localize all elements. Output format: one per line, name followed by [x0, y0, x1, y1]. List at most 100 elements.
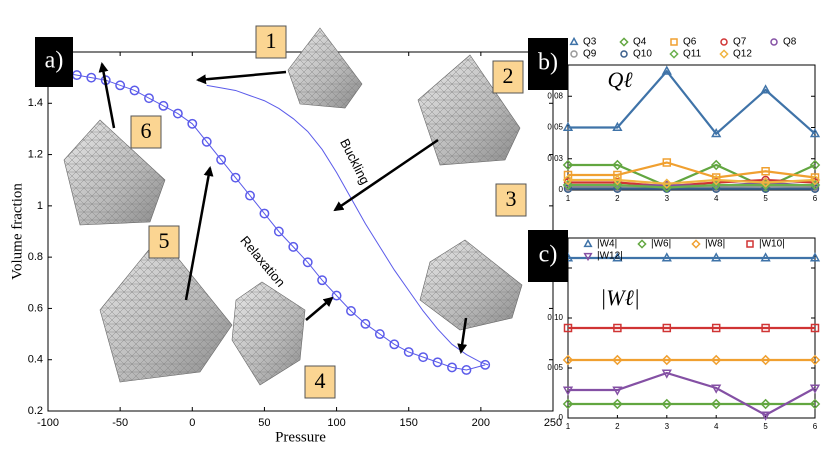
- y-axis-label: Volume fraction: [9, 183, 25, 280]
- number-label: 6: [141, 118, 152, 143]
- marker: [662, 323, 672, 333]
- x-tick-label: 100: [327, 417, 345, 429]
- marker: [612, 121, 623, 132]
- legend-label[interactable]: Q4: [633, 37, 647, 48]
- marker: [562, 386, 574, 396]
- marker: [710, 179, 722, 191]
- legend-label[interactable]: |W10|: [759, 239, 785, 250]
- x-axis-label: Pressure: [275, 429, 326, 445]
- legend-marker: [583, 252, 593, 262]
- marker: [273, 226, 284, 237]
- marker: [403, 347, 414, 357]
- curve-label: Relaxation: [237, 233, 288, 290]
- legend-marker: [570, 50, 578, 58]
- x-tick-label: 6: [813, 194, 818, 203]
- marker: [809, 398, 821, 410]
- marker: [760, 354, 771, 366]
- legend-label[interactable]: |W6|: [651, 239, 671, 250]
- marker: [661, 354, 673, 366]
- legend-label[interactable]: |W12|: [597, 251, 623, 262]
- marker: [661, 369, 672, 379]
- inset-shape: [419, 239, 523, 331]
- marker: [129, 85, 140, 96]
- number-box: [148, 225, 180, 259]
- marker: [562, 398, 574, 410]
- x-tick-label: 2: [615, 194, 620, 203]
- marker: [809, 174, 821, 186]
- x-tick-label: 6: [813, 422, 818, 431]
- marker: [245, 190, 255, 201]
- legend-label[interactable]: Q8: [783, 37, 797, 48]
- marker: [711, 252, 722, 262]
- legend-label[interactable]: Q11: [683, 49, 702, 60]
- marker: [612, 159, 623, 171]
- x-tick-label: 5: [763, 422, 768, 431]
- legend-label[interactable]: Q7: [733, 37, 747, 48]
- marker: [216, 154, 227, 165]
- legend-label[interactable]: |W8|: [705, 239, 725, 250]
- x-tick-label: 2: [615, 422, 620, 431]
- number-box: [492, 60, 524, 94]
- panel-label: b): [538, 50, 558, 76]
- panel-a: 0.20.40.60.811.21.4-100 -50 0 50 100 150 200 25…: [9, 37, 562, 445]
- marker: [461, 365, 472, 375]
- panel-title: Qℓ: [607, 67, 633, 92]
- inset-shape: [99, 235, 233, 383]
- y-tick-label: 1.4: [28, 97, 43, 109]
- marker: [810, 323, 820, 333]
- number-label: 1: [266, 28, 277, 53]
- marker: [230, 172, 241, 183]
- x-tick-label: 4: [714, 422, 719, 431]
- curve-label: Buckling: [337, 136, 373, 187]
- series-line: [568, 371, 816, 417]
- marker: [661, 398, 673, 410]
- arrow: [184, 166, 214, 301]
- marker: [711, 384, 722, 394]
- marker: [662, 158, 672, 167]
- legend-label[interactable]: Q6: [683, 37, 697, 48]
- number-label: 2: [503, 63, 514, 88]
- legend-label[interactable]: Q10: [633, 49, 652, 60]
- marker: [562, 179, 574, 191]
- y-tick-label: 0: [559, 413, 564, 422]
- legend-marker: [669, 49, 679, 59]
- legend-label[interactable]: Q12: [733, 49, 752, 60]
- marker: [115, 80, 126, 91]
- number-box: [130, 115, 162, 149]
- arrow: [98, 62, 116, 129]
- panel-label-box: [528, 230, 568, 282]
- marker: [760, 411, 771, 421]
- legend-label[interactable]: |W4|: [597, 239, 617, 250]
- marker: [612, 252, 623, 262]
- marker: [374, 329, 385, 340]
- marker: [809, 179, 821, 191]
- marker: [259, 208, 270, 219]
- legend-marker: [583, 238, 593, 248]
- marker: [661, 252, 672, 262]
- series-line: [568, 161, 816, 179]
- inset-shape: [417, 54, 521, 166]
- arrows: [98, 62, 468, 354]
- marker: [86, 72, 97, 83]
- y-tick-label: 0.05: [547, 363, 563, 372]
- panel-label-box: [35, 37, 73, 87]
- inset-shape: [231, 281, 306, 386]
- marker: [447, 362, 457, 373]
- series-line: [568, 185, 816, 189]
- number-label: 3: [506, 186, 517, 211]
- marker: [760, 84, 771, 94]
- marker: [562, 174, 574, 186]
- marker: [360, 318, 371, 329]
- insets: [63, 27, 523, 386]
- series-line: [568, 178, 816, 188]
- marker: [563, 323, 573, 333]
- y-tick-label: 0.8: [28, 251, 43, 263]
- marker: [187, 118, 198, 129]
- y-tick-label: 0.05: [547, 123, 563, 132]
- y-tick-label: 0.4: [28, 354, 43, 366]
- marker: [761, 323, 770, 333]
- marker: [711, 127, 722, 138]
- legend-label[interactable]: Q3: [583, 37, 597, 48]
- legend-label[interactable]: Q9: [583, 49, 597, 60]
- x-tick-label: 5: [763, 194, 768, 203]
